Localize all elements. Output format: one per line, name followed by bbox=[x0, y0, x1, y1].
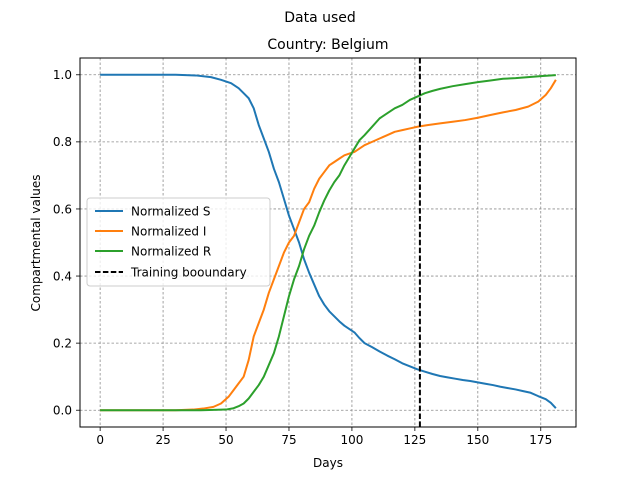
y-tick-label: 0.8 bbox=[53, 135, 72, 149]
series-line-normalized-r bbox=[100, 74, 556, 412]
x-tick-label: 100 bbox=[340, 433, 363, 447]
plot-frame bbox=[79, 57, 577, 428]
y-tick-label: 1.0 bbox=[53, 68, 72, 82]
legend-box bbox=[86, 197, 271, 287]
x-tick-label: 50 bbox=[218, 433, 233, 447]
x-tick-label: 25 bbox=[155, 433, 170, 447]
x-axis-label: Days bbox=[313, 456, 343, 470]
chart-title: Country: Belgium bbox=[267, 37, 388, 53]
y-tick-label: 0.4 bbox=[53, 269, 72, 283]
x-tick-label: 175 bbox=[529, 433, 552, 447]
series-line-normalized-s bbox=[100, 73, 557, 409]
legend-label-training-boundary: Training booundary bbox=[130, 266, 247, 280]
axes: 0 25 50 75 100 125 150 175 0.0 0.2 0.4 0.6 0.8 1.0 bbox=[53, 57, 577, 447]
x-tick-label: 125 bbox=[403, 433, 426, 447]
figure-title: Data used bbox=[284, 10, 356, 26]
y-tick-label: 0.2 bbox=[53, 336, 72, 350]
legend-label-normalized-i: Normalized I bbox=[131, 225, 206, 239]
x-tick-label: 0 bbox=[96, 433, 104, 447]
series-layer bbox=[100, 58, 557, 427]
x-tick-label: 150 bbox=[466, 433, 489, 447]
x-tick-label: 75 bbox=[281, 433, 296, 447]
legend: Normalized S Normalized I Normalized R T… bbox=[86, 197, 271, 287]
legend-label-normalized-s: Normalized S bbox=[131, 205, 210, 219]
y-axis-label: Compartmental values bbox=[29, 175, 43, 312]
y-tick-label: 0.6 bbox=[53, 202, 72, 216]
legend-label-normalized-r: Normalized R bbox=[131, 245, 211, 259]
series-line-normalized-i bbox=[100, 79, 557, 412]
y-tick-label: 0.0 bbox=[53, 404, 72, 418]
